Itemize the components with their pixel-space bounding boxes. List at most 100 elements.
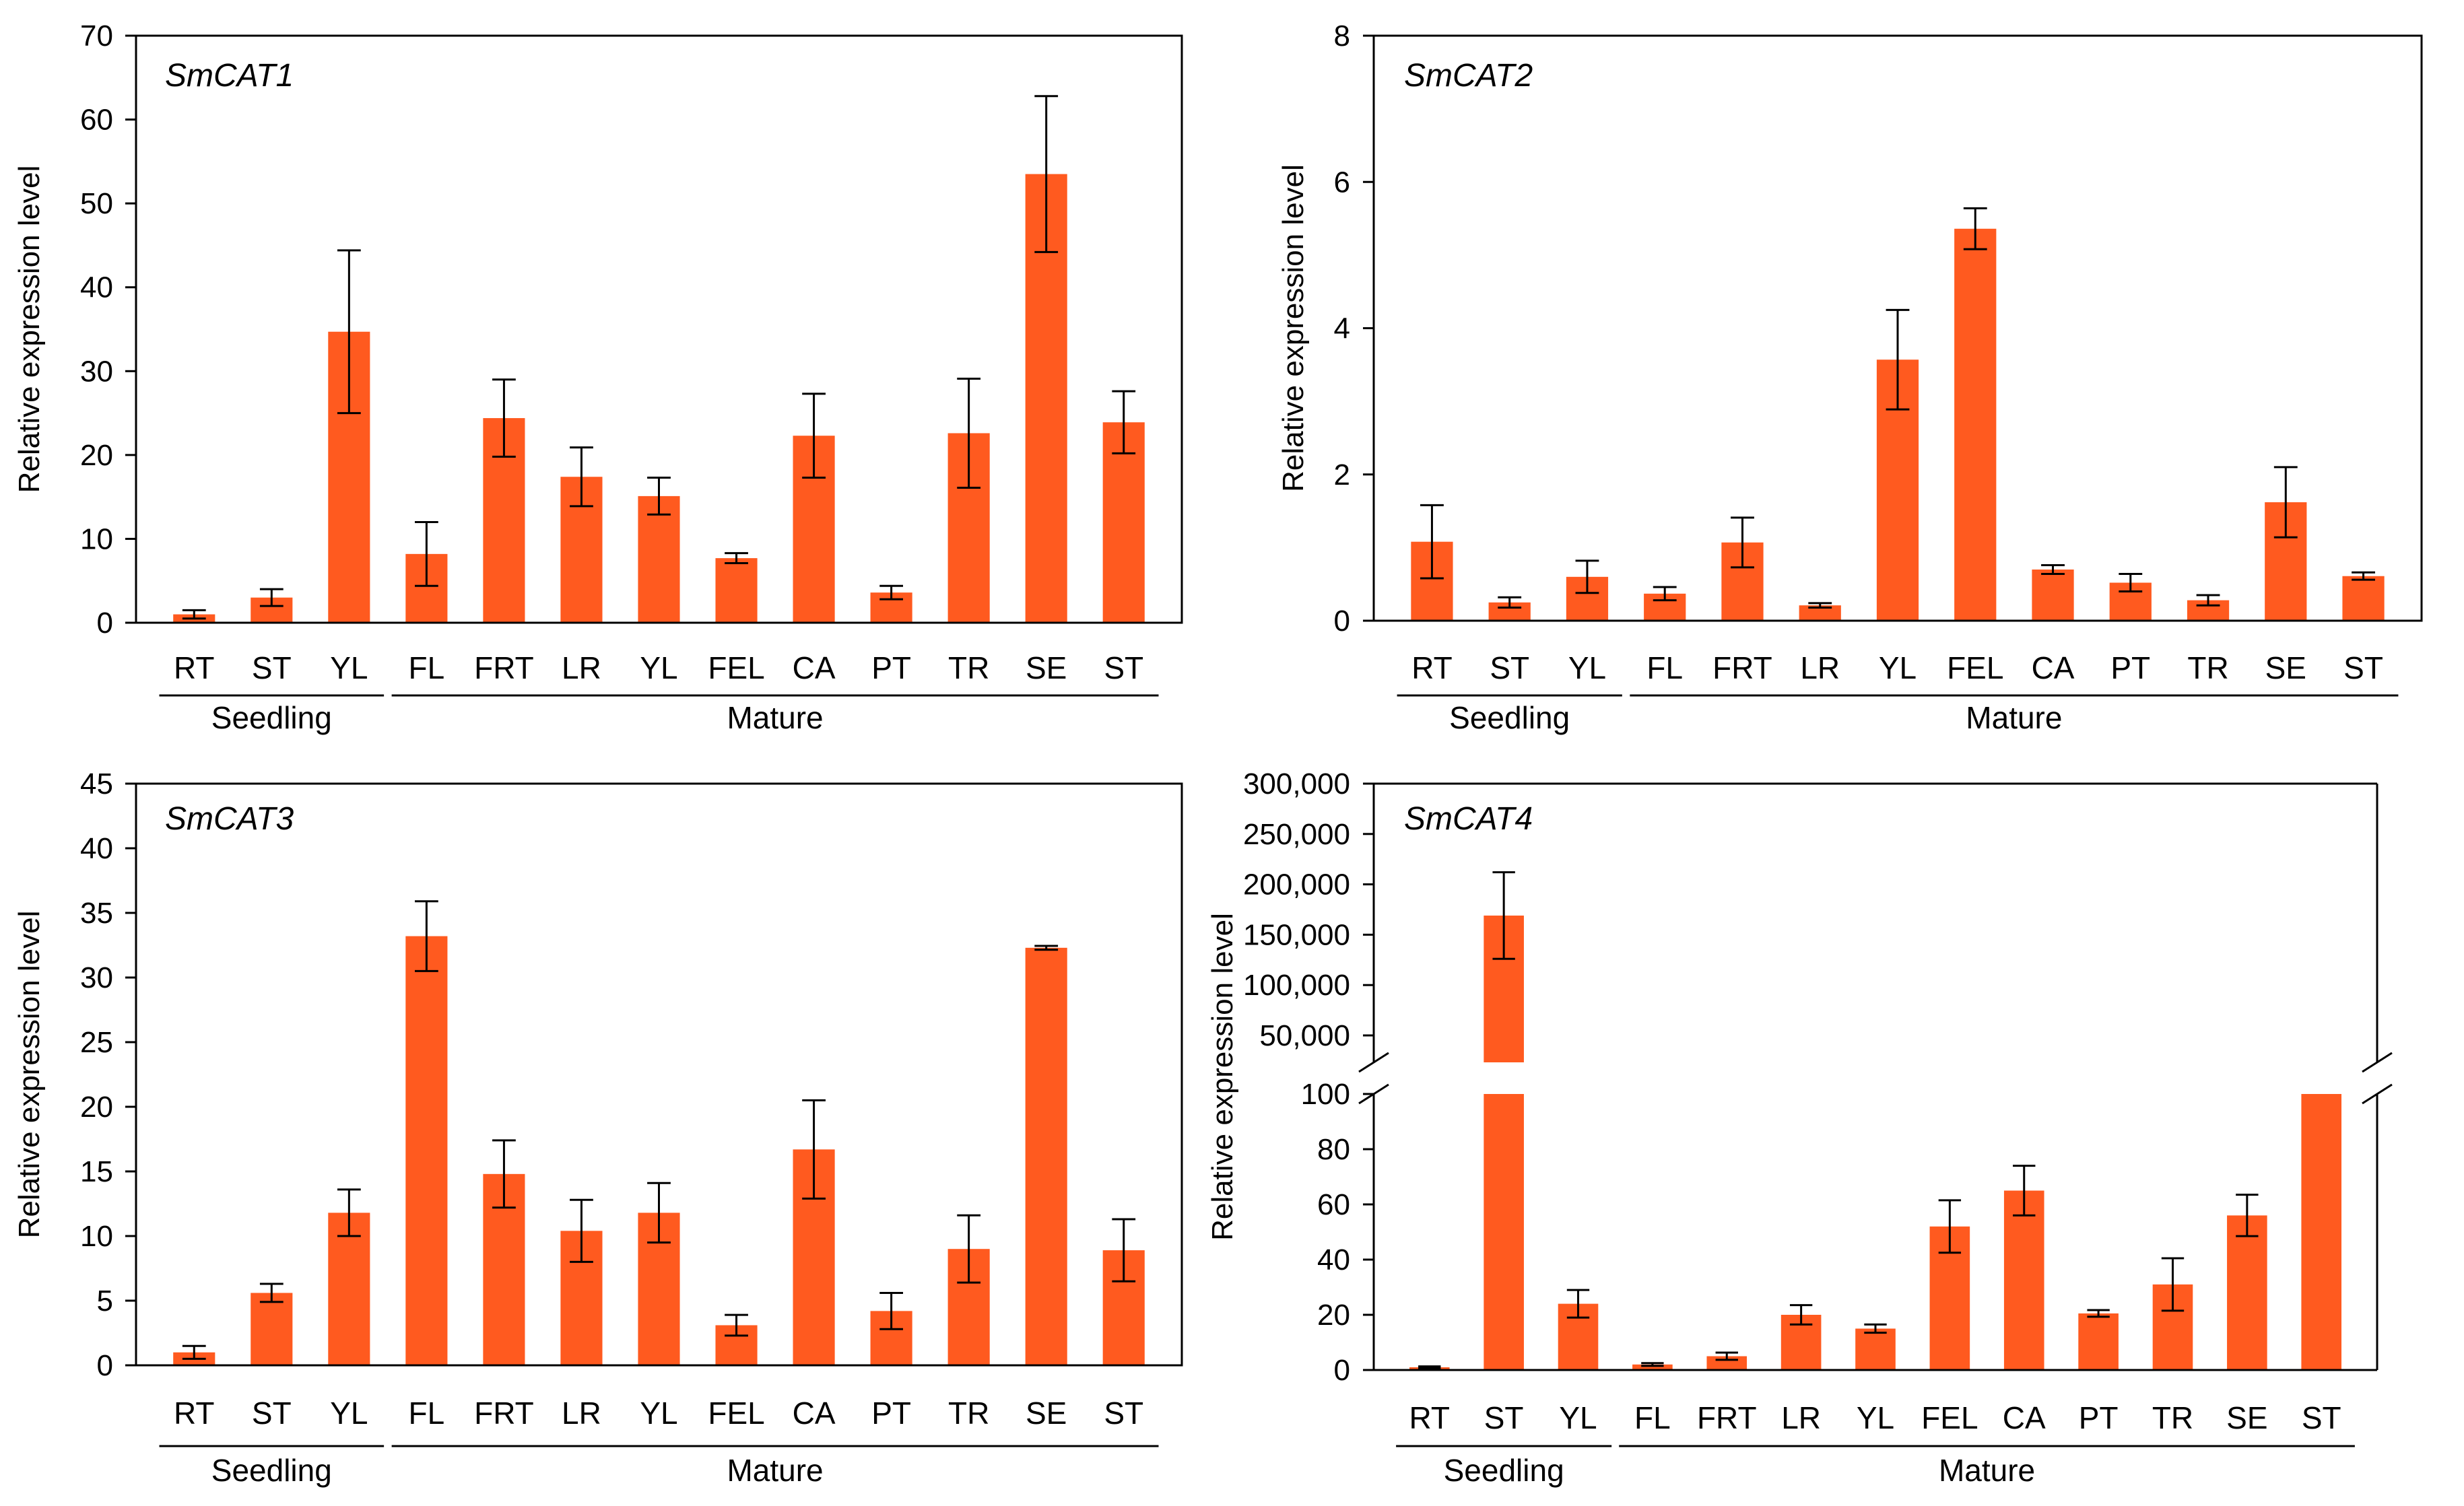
bar-se[interactable] xyxy=(1026,948,1067,1365)
x-tick-label: FRT xyxy=(1697,1400,1757,1435)
y-tick-label: 40 xyxy=(80,832,113,865)
x-tick-label: ST xyxy=(1490,650,1529,685)
y-axis-label: Relative expression level xyxy=(1206,913,1239,1241)
y-tick-label: 50,000 xyxy=(1259,1019,1350,1052)
chart-smcat4: SmCAT4 Relative expression level 0 20 40 60 80… xyxy=(1206,767,2392,1488)
y-tick-label: 0 xyxy=(97,607,113,640)
bar-ca[interactable] xyxy=(2032,570,2073,621)
y-tick-label: 10 xyxy=(80,522,113,555)
x-tick-label: TR xyxy=(948,1396,989,1431)
panel-title: SmCAT3 xyxy=(165,801,294,837)
x-tick-label: RT xyxy=(174,1396,215,1431)
y-axis-label: Relative expression level xyxy=(13,911,46,1239)
y-tick-label: 80 xyxy=(1317,1133,1350,1166)
x-tick-label: PT xyxy=(871,650,911,685)
panel-title: SmCAT1 xyxy=(165,58,294,94)
x-tick-label: FRT xyxy=(474,650,534,685)
y-tick-label: 0 xyxy=(1334,1354,1350,1387)
x-tick-label: FEL xyxy=(708,650,764,685)
group-label-seedling: Seedling xyxy=(211,1453,332,1488)
x-tick-label: RT xyxy=(1409,1400,1451,1435)
x-tick-label: YL xyxy=(1559,1400,1597,1435)
y-tick-label: 2 xyxy=(1334,458,1350,491)
y-tick-label: 250,000 xyxy=(1243,818,1350,851)
y-tick-label: 25 xyxy=(80,1026,113,1059)
chart-smcat2: SmCAT2 Relative expression level 0 2 4 6 8 RT ST… xyxy=(1277,20,2422,735)
x-tick-label: YL xyxy=(330,650,368,685)
x-tick-label: PT xyxy=(2079,1400,2119,1435)
y-tick-label: 50 xyxy=(80,187,113,220)
x-tick-label: TR xyxy=(2152,1400,2193,1435)
x-tick-label: ST xyxy=(252,650,292,685)
bar-fl[interactable] xyxy=(405,936,447,1365)
figure: SmCAT1Relative expression level010203040… xyxy=(0,0,2464,1506)
x-tick-label: SE xyxy=(1026,1396,1067,1431)
y-tick-label: 0 xyxy=(1334,605,1350,638)
x-tick-label: YL xyxy=(640,650,677,685)
group-label-seedling: Seedling xyxy=(211,700,332,735)
y-tick-label: 15 xyxy=(80,1155,113,1188)
y-axis-label: Relative expression level xyxy=(1277,164,1310,492)
x-tick-label: FRT xyxy=(1712,650,1772,685)
y-tick-label: 40 xyxy=(1317,1243,1350,1276)
group-label-seedling: Seedling xyxy=(1449,700,1570,735)
y-tick-label: 8 xyxy=(1334,20,1350,53)
y-tick-label: 150,000 xyxy=(1243,918,1350,951)
x-tick-label: ST xyxy=(1104,650,1143,685)
group-label-mature: Mature xyxy=(727,700,823,735)
x-tick-label: SE xyxy=(2226,1400,2267,1435)
bar-se[interactable] xyxy=(2227,1215,2267,1370)
y-tick-label: 5 xyxy=(97,1285,113,1317)
y-tick-label: 200,000 xyxy=(1243,868,1350,901)
x-tick-label: YL xyxy=(1879,650,1917,685)
y-tick-label: 60 xyxy=(80,104,113,137)
x-tick-label: ST xyxy=(1484,1400,1524,1435)
panel-title: SmCAT2 xyxy=(1404,58,1533,94)
y-tick-label: 20 xyxy=(80,1091,113,1124)
group-label-mature: Mature xyxy=(1939,1453,2035,1488)
y-tick-label: 0 xyxy=(97,1349,113,1382)
x-tick-label: FEL xyxy=(1947,650,2003,685)
bar-yl[interactable] xyxy=(1855,1329,1896,1371)
x-tick-label: CA xyxy=(793,1396,836,1431)
x-tick-label: TR xyxy=(948,650,989,685)
y-axis-label: Relative expression level xyxy=(13,166,46,493)
bar-st-lower[interactable] xyxy=(1484,1094,1524,1370)
y-tick-label: 70 xyxy=(80,20,113,53)
y-tick-label: 60 xyxy=(1317,1188,1350,1221)
y-tick-label: 20 xyxy=(80,439,113,472)
x-tick-label: RT xyxy=(174,650,215,685)
x-tick-label: ST xyxy=(252,1396,292,1431)
x-tick-label: FRT xyxy=(474,1396,534,1431)
y-tick-label: 4 xyxy=(1334,312,1350,345)
bar-fel[interactable] xyxy=(715,558,757,623)
x-tick-label: FL xyxy=(409,1396,445,1431)
x-tick-label: RT xyxy=(1411,650,1453,685)
x-tick-label: FL xyxy=(1646,650,1683,685)
y-tick-label: 40 xyxy=(80,271,113,304)
bar-ca[interactable] xyxy=(2004,1191,2044,1371)
x-tick-label: ST xyxy=(1104,1396,1143,1431)
bar-st[interactable] xyxy=(2342,576,2384,621)
x-tick-label: SE xyxy=(2265,650,2306,685)
bar-pt[interactable] xyxy=(2078,1313,2119,1370)
bar-st[interactable] xyxy=(251,1293,292,1365)
bar-st[interactable] xyxy=(2301,1094,2341,1370)
bar-fel[interactable] xyxy=(1954,229,1996,621)
group-label-mature: Mature xyxy=(727,1453,823,1488)
group-label-mature: Mature xyxy=(1966,700,2062,735)
y-tick-label: 100 xyxy=(1301,1078,1350,1111)
x-tick-label: LR xyxy=(1781,1400,1821,1435)
chart-smcat3: SmCAT3 Relative expression level 0 5 10 15 20 2… xyxy=(13,767,1182,1488)
y-tick-label: 100,000 xyxy=(1243,969,1350,1002)
y-tick-label: 6 xyxy=(1334,166,1350,199)
x-tick-label: CA xyxy=(2032,650,2075,685)
panel-title: SmCAT4 xyxy=(1404,801,1533,837)
y-tick-label: 30 xyxy=(80,961,113,994)
x-tick-label: YL xyxy=(640,1396,677,1431)
x-tick-label: FEL xyxy=(708,1396,764,1431)
x-tick-label: FL xyxy=(1634,1400,1671,1435)
x-tick-label: TR xyxy=(2187,650,2228,685)
x-tick-label: FL xyxy=(409,650,445,685)
y-tick-label: 20 xyxy=(1317,1299,1350,1332)
